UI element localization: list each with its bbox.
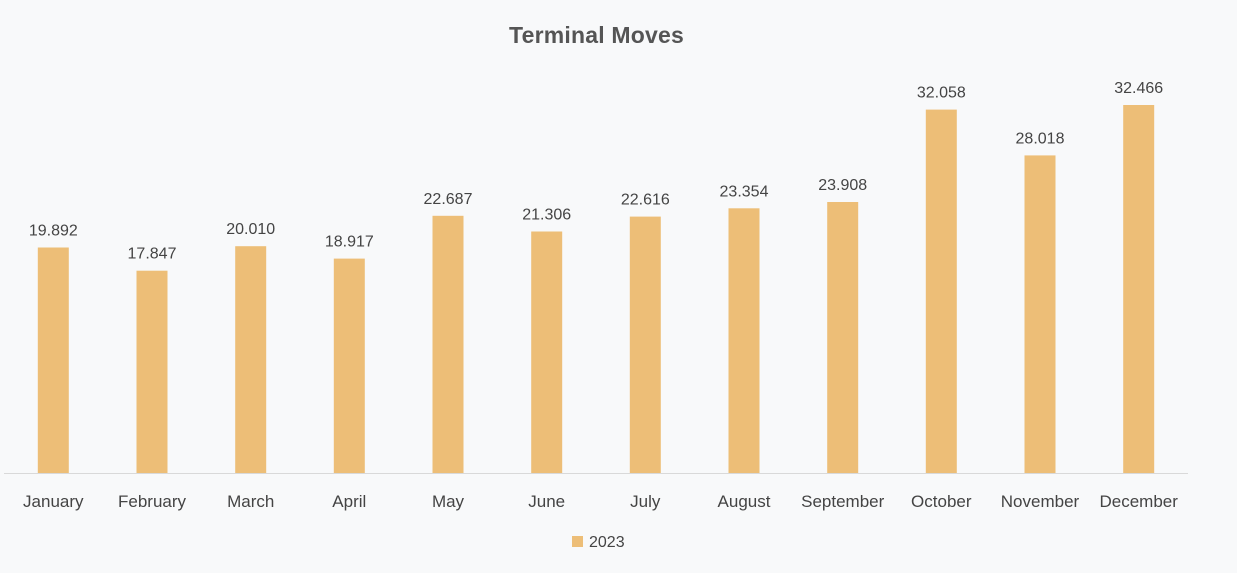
data-label-january: 19.892 [29,223,78,240]
data-label-september: 23.908 [818,177,867,194]
x-tick-label-november: November [1001,492,1080,511]
bar-june [531,231,563,473]
data-label-april: 18.917 [325,234,374,251]
x-tick-label-september: September [801,492,884,511]
bar-february [136,270,168,473]
bar-january [37,247,69,473]
data-label-may: 22.687 [424,191,473,208]
legend-label-2023: 2023 [589,534,625,551]
bar-august [728,208,760,474]
x-tick-label-april: April [332,492,366,511]
legend: 2023 [572,534,625,551]
x-tick-label-may: May [432,492,465,511]
data-label-august: 23.354 [720,183,769,200]
x-tick-label-december: December [1099,492,1178,511]
x-tick-label-august: August [718,492,771,511]
bar-september [827,202,859,473]
data-label-december: 32.466 [1114,80,1163,97]
bar-april [333,258,365,473]
x-tick-label-june: June [528,492,565,511]
data-label-february: 17.847 [128,246,177,263]
x-tick-label-march: March [227,492,274,511]
x-tick-label-february: February [118,492,187,511]
x-tick-label-october: October [911,492,972,511]
chart-title: Terminal Moves [509,22,684,48]
data-label-november: 28.018 [1016,130,1065,147]
bar-november [1024,155,1056,473]
bar-october [925,109,957,473]
data-label-march: 20.010 [226,221,275,238]
data-label-october: 32.058 [917,85,966,102]
bar-may [432,215,464,474]
legend-swatch-2023 [572,536,583,547]
x-tick-label-january: January [23,492,84,511]
bar-july [629,216,661,473]
data-label-june: 21.306 [522,207,571,224]
bar-december [1123,105,1155,473]
bar-march [235,246,267,473]
data-label-july: 22.616 [621,192,670,209]
x-tick-label-july: July [630,492,661,511]
